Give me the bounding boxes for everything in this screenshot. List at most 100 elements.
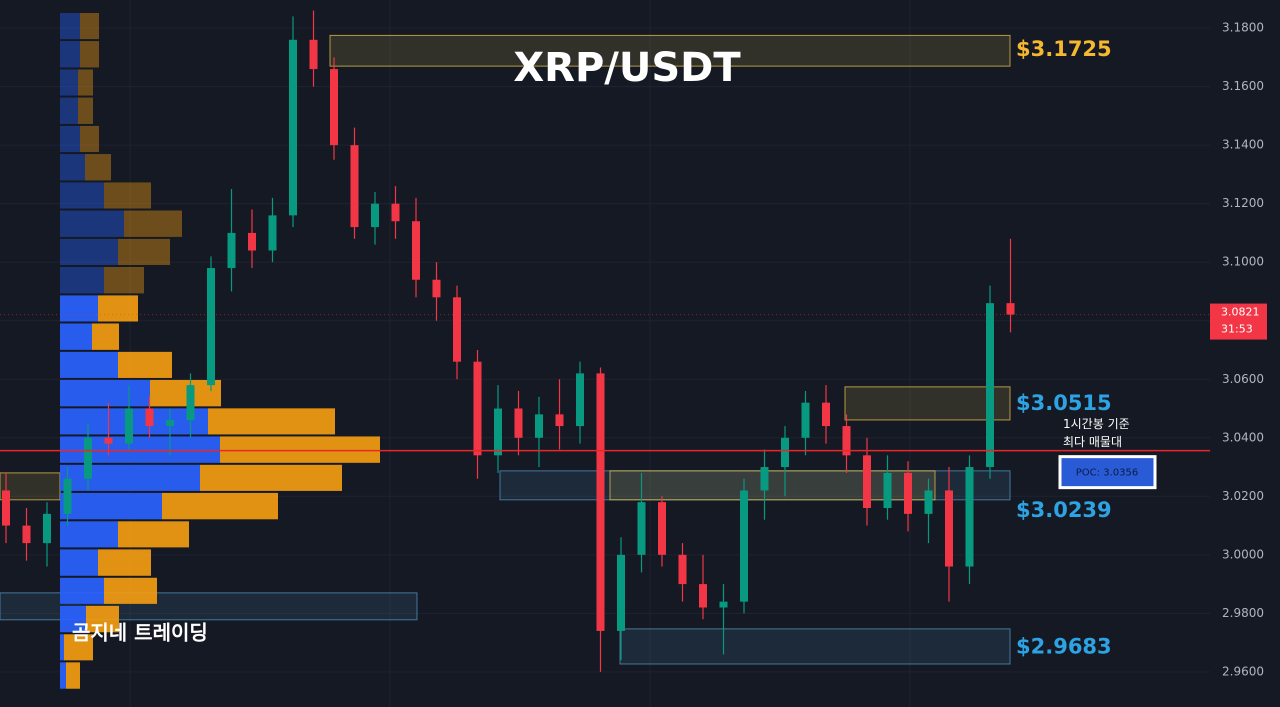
candle-body [84,437,92,479]
profile-sell [80,125,99,153]
zone [619,628,1011,665]
y-tick-label: 3.0000 [1222,547,1264,561]
profile-sell [78,97,93,124]
overlays: $3.1725 $3.0515 $3.0239 $2.9683 3.0821 31:53 1… [0,37,1267,659]
candle-body [576,373,584,427]
y-tick-label: 3.1800 [1222,21,1264,35]
countdown: 31:53 [1221,323,1253,336]
candle-body [596,373,605,631]
profile-buy [60,12,80,40]
price-badge [1210,303,1267,340]
profile-buy [60,662,66,689]
candle-body [863,455,871,509]
zone-label: $3.0239 [1016,498,1112,522]
profile-buy [60,295,98,322]
profile-sell [208,408,335,435]
profile-sell [80,12,99,40]
candle-body [678,554,687,585]
candle-body [904,472,912,514]
price-label: 3.0821 [1221,306,1260,319]
zone-label: $3.1725 [1016,37,1112,61]
y-tick-label: 3.1200 [1222,196,1264,210]
candle-body [473,361,482,456]
zone [844,386,1011,421]
candle-body [535,414,543,438]
profile-sell [64,634,93,661]
profile-sell [78,69,93,96]
watermark: 곰지네 트레이딩 [72,621,208,645]
profile-sell [118,521,189,548]
profile-buy [60,267,104,294]
candle-body [2,490,10,526]
profile-buy [60,41,80,68]
profile-sell [124,210,182,237]
zone [329,34,1011,67]
profile-buy [60,182,104,209]
profile-buy [60,549,98,576]
profile-buy [60,351,118,378]
candle-body [965,467,974,567]
candle-body [22,525,31,544]
profile-sell [162,492,278,520]
y-tick-label: 3.1000 [1222,255,1264,269]
candle-body [801,402,810,438]
profile-buy [60,464,200,491]
profile-buy [60,634,64,661]
candle-body [945,490,953,567]
y-tick-label: 3.1600 [1222,79,1264,93]
profile-sell [80,41,99,68]
y-tick-label: 2.9600 [1222,664,1264,678]
profile-sell [86,605,119,633]
candle-body [412,221,420,280]
candle-body [227,232,236,269]
candle-body [822,402,830,427]
zone-label: $2.9683 [1016,635,1112,659]
candle-body [145,408,154,427]
candle-body [760,467,769,491]
profile-buy [60,238,118,266]
candle-body [43,513,51,544]
candle-body [248,232,256,251]
candle-body [391,203,400,222]
poc-box [1058,455,1157,490]
candle-body [166,420,174,427]
candle-body [371,203,379,228]
profile-buy [60,125,80,153]
candle-body [494,408,502,456]
candle-body [268,215,277,251]
candle-body [1006,303,1015,315]
y-tick-label: 2.9800 [1222,606,1264,620]
profile-buy [60,379,150,407]
profile-buy [60,521,118,548]
profile-buy [60,69,78,96]
candle-body [453,297,461,362]
candle-body [104,437,113,444]
candle-body [432,279,441,298]
profile-sell [118,238,170,266]
profile-sell [85,154,111,181]
candle-body [617,554,625,631]
profile-buy [60,492,162,520]
profile-buy [60,154,85,181]
candle-body [514,408,523,438]
y-tick-label: 3.0400 [1222,430,1264,444]
profile-buy [60,97,78,124]
candle-body [350,145,359,228]
profile-sell [200,464,342,491]
profile-sell [92,323,119,350]
candle-body [781,437,789,468]
poc-label: POC: 3.0356 [1076,468,1138,479]
profile-sell [98,295,138,322]
profile-buy [60,408,208,435]
candle-body [555,414,564,427]
chart-title: XRP/USDT [513,45,741,91]
y-tick-label: 3.0600 [1222,372,1264,386]
candle-body [207,268,215,386]
profile-sell [66,662,80,689]
poc-note: 1시간봉 기준 [1063,417,1130,431]
candle-body [658,502,666,555]
profile-buy [60,605,86,633]
candle-body [63,478,72,514]
